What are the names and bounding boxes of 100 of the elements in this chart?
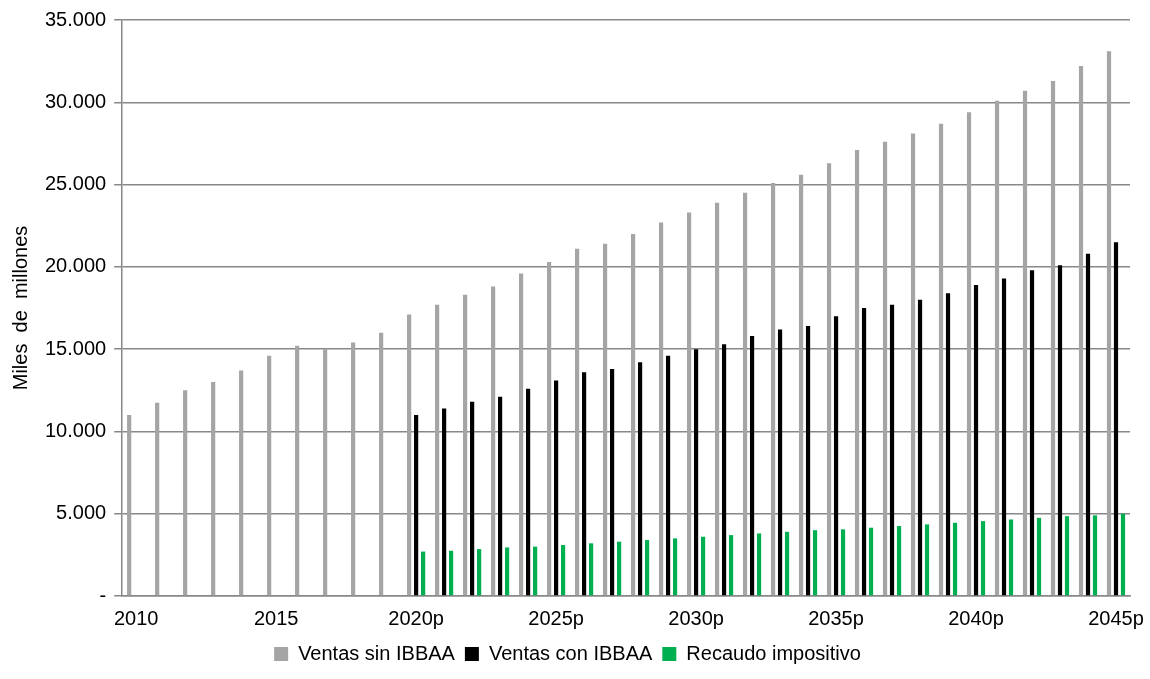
bar [994, 100, 1000, 596]
bar [826, 163, 832, 596]
bar [980, 521, 986, 596]
bar [1085, 253, 1091, 596]
bar [602, 243, 608, 596]
bar [945, 293, 951, 596]
bar [665, 355, 671, 596]
x-tick-label: 2045p [1088, 606, 1144, 629]
bar [861, 308, 867, 596]
bar [477, 549, 482, 596]
bar [554, 380, 559, 596]
bar [616, 541, 622, 596]
bar [127, 414, 132, 596]
bar [742, 192, 748, 596]
bar [721, 344, 727, 596]
y-tick-label: 15.000 [45, 336, 107, 359]
bar [407, 314, 412, 596]
bar [1008, 519, 1014, 596]
bar [812, 530, 818, 596]
bar [833, 316, 839, 596]
bar [414, 414, 419, 596]
y-tick-label: 20.000 [45, 254, 107, 277]
bar [777, 329, 783, 596]
bar [295, 345, 300, 596]
bar [1106, 51, 1112, 596]
bar [435, 304, 440, 596]
bar [609, 368, 615, 596]
bar [323, 349, 328, 596]
bar [581, 372, 587, 596]
x-tick-label: 2030p [668, 606, 724, 629]
bar [854, 150, 860, 596]
bar [784, 531, 790, 596]
bar [491, 286, 496, 596]
bar [442, 408, 447, 596]
y-axis-title: Miles de millones [8, 225, 31, 391]
x-tick-label: 2035p [808, 606, 864, 629]
bar [973, 284, 979, 596]
legend-label: Ventas con IBBAA [488, 641, 653, 664]
bar [714, 202, 720, 596]
bar [840, 529, 846, 596]
bar [952, 522, 958, 596]
bar [211, 382, 216, 596]
bar [805, 326, 811, 596]
bar [239, 370, 244, 596]
bar [910, 133, 916, 596]
bar [561, 544, 566, 596]
x-tick-label: 2025p [528, 606, 584, 629]
bar [519, 273, 524, 596]
bar [1092, 515, 1098, 596]
bar [575, 248, 580, 596]
bar [917, 299, 923, 596]
bar [882, 141, 888, 596]
bar [267, 355, 272, 596]
bar [630, 233, 636, 596]
bar [700, 536, 706, 596]
bar [1050, 80, 1056, 596]
bar [470, 401, 475, 596]
x-tick-label: 2020p [388, 606, 444, 629]
y-tick-label: 35.000 [45, 7, 107, 30]
bar [588, 543, 594, 596]
bar [547, 261, 552, 596]
legend-label: Recaudo impositivo [686, 641, 861, 664]
y-tick-label: 25.000 [45, 172, 107, 195]
bar [1064, 516, 1070, 596]
bar [966, 112, 972, 596]
y-tick-label: - [99, 583, 107, 606]
bar [798, 174, 804, 596]
bar [155, 402, 160, 596]
bar [756, 533, 762, 596]
bar [889, 304, 895, 596]
bar [693, 349, 699, 596]
legend-label: Ventas sin IBBAA [298, 641, 456, 664]
bar [449, 550, 454, 596]
bar [644, 540, 650, 596]
bar [672, 538, 678, 596]
bar [924, 524, 930, 596]
bar [498, 396, 503, 596]
bar [637, 362, 643, 596]
bar [938, 123, 944, 596]
bar [351, 342, 356, 596]
bar [526, 388, 531, 596]
x-tick-label: 2040p [948, 606, 1004, 629]
bar [1113, 242, 1119, 596]
bar [379, 332, 384, 596]
bar [749, 335, 755, 596]
bar [505, 547, 510, 596]
bar [1029, 270, 1035, 596]
x-tick-label: 2010 [113, 606, 159, 629]
bar [770, 182, 776, 596]
x-tick-label: 2015 [253, 606, 299, 629]
bar [1078, 66, 1084, 596]
bar [421, 551, 426, 596]
bar [1120, 513, 1126, 596]
bar [896, 526, 902, 596]
bar [463, 294, 468, 596]
y-tick-label: 10.000 [45, 418, 107, 441]
bar [1022, 90, 1028, 596]
y-tick-label: 30.000 [45, 89, 107, 112]
y-tick-label: 5.000 [56, 501, 107, 524]
bar [183, 390, 188, 596]
